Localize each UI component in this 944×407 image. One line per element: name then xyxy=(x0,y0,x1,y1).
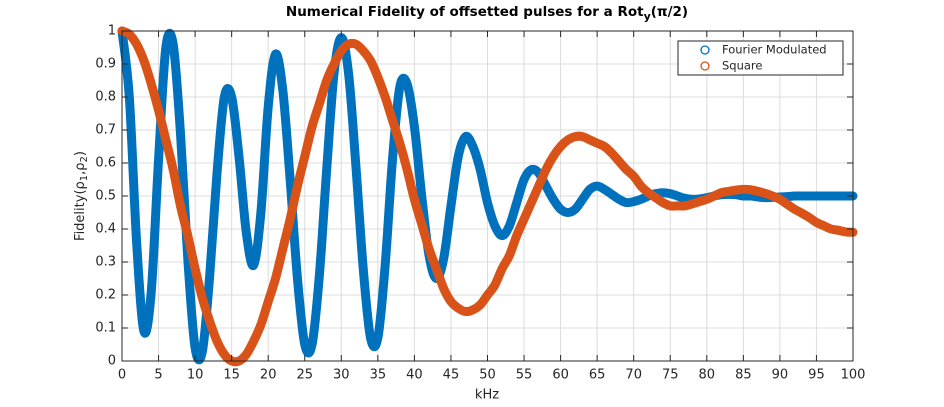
y-tick-label: 0.6 xyxy=(95,156,116,171)
x-tick-label: 0 xyxy=(118,368,126,383)
x-axis-label: kHz xyxy=(475,388,499,403)
axes-box xyxy=(121,30,854,362)
x-tick-label: 50 xyxy=(479,368,496,383)
series-line xyxy=(117,26,858,367)
y-tick-label: 0.4 xyxy=(95,222,116,237)
x-tick-label: 55 xyxy=(516,368,533,383)
x-tick-label: 85 xyxy=(735,368,752,383)
legend-label: Fourier Modulated xyxy=(722,43,827,57)
y-tick-label: 0.5 xyxy=(95,189,116,204)
y-tick-label: 0.7 xyxy=(95,123,116,138)
x-tick-label: 35 xyxy=(370,368,387,383)
x-tick-label: 100 xyxy=(841,368,866,383)
y-tick-label: 0.1 xyxy=(95,321,116,336)
y-axis-label: Fidelity(ρ1,ρ2) xyxy=(73,151,91,241)
x-tick-label: 15 xyxy=(223,368,240,383)
axes: 0 5 10 15 20 25 30 35 40 45 50 55 60 65 70 75 80 85 90 95 10… xyxy=(95,24,865,383)
y-label-text: ) xyxy=(73,151,88,156)
chart-title: Numerical Fidelity of offsetted pulses f… xyxy=(286,4,688,23)
x-tick-label: 40 xyxy=(406,368,423,383)
y-label-text: Fidelity(ρ xyxy=(73,181,88,241)
x-tick-label: 70 xyxy=(625,368,642,383)
x-tick-label: 60 xyxy=(552,368,569,383)
y-label-subscript: 1 xyxy=(79,175,90,181)
y-label-subscript: 2 xyxy=(79,156,90,162)
legend: Fourier Modulated Square xyxy=(677,40,844,76)
legend-marker xyxy=(700,45,710,55)
x-tick-label: 20 xyxy=(260,368,277,383)
y-tick-label: 0.8 xyxy=(95,90,116,105)
y-label-text: ,ρ xyxy=(73,162,88,174)
y-tick-label: 0.3 xyxy=(95,255,116,270)
title-text: (π/2) xyxy=(651,4,688,20)
x-tick-label: 45 xyxy=(443,368,460,383)
title-text: Numerical Fidelity of offsetted pulses f… xyxy=(286,4,644,20)
y-tick-label: 0.9 xyxy=(95,57,116,72)
x-tick-label: 30 xyxy=(333,368,350,383)
x-tick-label: 5 xyxy=(154,368,162,383)
legend-marker xyxy=(700,61,710,71)
x-tick-label: 25 xyxy=(296,368,313,383)
x-tick-label: 10 xyxy=(187,368,204,383)
plot-area xyxy=(117,26,858,367)
title-subscript: y xyxy=(644,10,651,23)
y-tick-label: 0 xyxy=(108,354,116,369)
y-tick-label: 1 xyxy=(108,24,116,39)
x-tick-label: 90 xyxy=(772,368,789,383)
y-tick-label: 0.2 xyxy=(95,288,116,303)
x-tick-label: 95 xyxy=(808,368,825,383)
x-tick-label: 65 xyxy=(589,368,606,383)
x-tick-label: 80 xyxy=(699,368,716,383)
legend-label: Square xyxy=(722,59,763,73)
x-tick-label: 75 xyxy=(662,368,679,383)
